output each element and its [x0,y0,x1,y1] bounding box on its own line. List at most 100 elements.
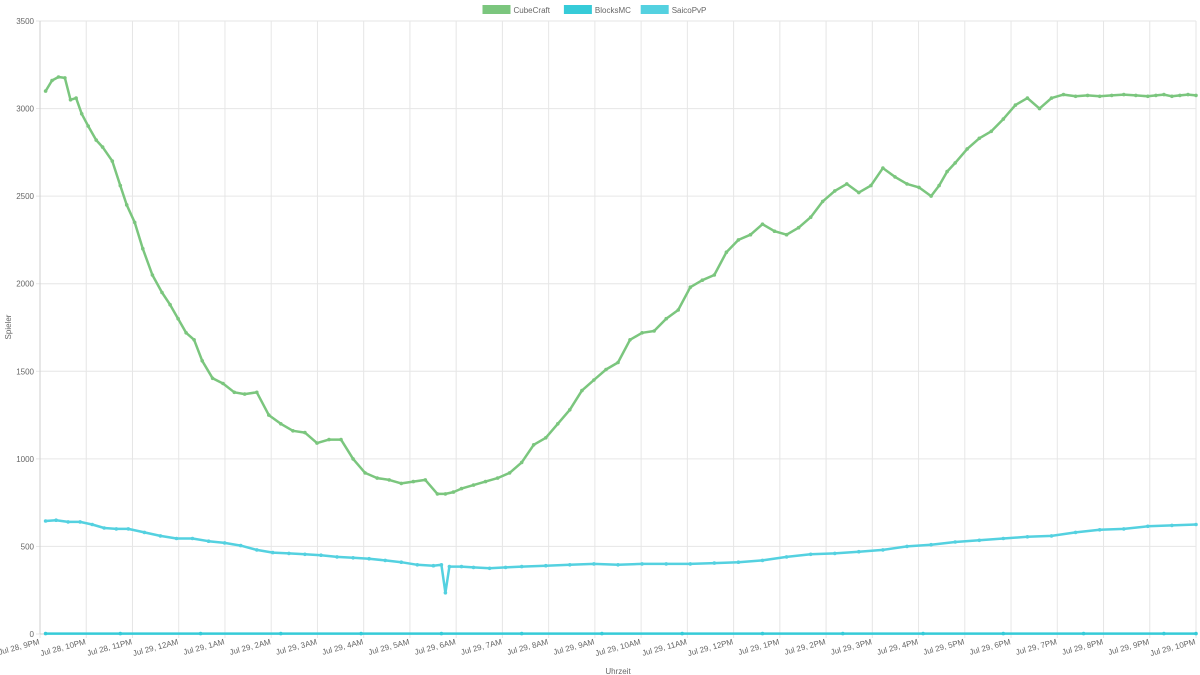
data-point-cubecraft [748,232,753,237]
data-point-saicopvp [712,561,717,565]
data-point-saicopvp [238,543,243,548]
data-point-cubecraft [1097,94,1102,99]
x-tick-label: Jul 29, 2AM [229,637,272,657]
data-point-saicopvp [471,565,476,570]
series-line-cubecraft [44,75,1197,496]
data-point-cubecraft [965,147,969,151]
data-point-saicopvp [688,562,693,566]
data-point-cubecraft [254,390,259,395]
y-tick-label: 0 [30,630,35,639]
data-point-saicopvp [439,563,444,567]
data-point-saicopvp [1001,536,1006,541]
data-point-cubecraft [232,390,237,395]
legend-item-cubecraft[interactable]: CubeCraft [482,5,551,15]
data-point-saicopvp [616,563,620,567]
data-point-saicopvp [303,552,307,557]
x-tick-label: Jul 29, 4AM [321,637,364,657]
data-point-saicopvp [367,556,371,561]
data-point-blocksmc [841,631,845,636]
data-point-saicopvp [443,591,448,595]
data-point-saicopvp [335,555,339,559]
data-point-cubecraft [1085,93,1090,98]
data-point-cubecraft [893,175,897,179]
data-point-cubecraft [1154,93,1158,98]
data-point-saicopvp [54,518,58,522]
data-point-cubecraft [953,161,957,165]
data-point-cubecraft [676,308,680,312]
data-point-saicopvp [760,558,765,563]
data-point-cubecraft [451,490,456,494]
data-point-blocksmc [600,631,604,636]
data-point-saicopvp [447,564,452,569]
x-tick-label: Jul 29, 6AM [414,637,457,657]
data-point-cubecraft [820,199,825,204]
data-point-saicopvp [977,538,982,543]
data-point-saicopvp [592,562,596,566]
data-point-cubecraft [315,441,319,445]
x-tick-label: Jul 29, 8AM [506,637,549,657]
data-point-saicopvp [174,536,179,541]
data-point-cubecraft [176,316,180,321]
data-point-cubecraft [141,246,145,251]
data-point-saicopvp [351,556,355,560]
data-point-cubecraft [652,329,656,333]
data-point-cubecraft [150,273,155,277]
data-point-cubecraft [544,436,548,440]
data-point-saicopvp [431,563,436,568]
data-point-cubecraft [833,189,837,193]
data-point-blocksmc [1001,631,1006,636]
data-point-saicopvp [568,563,572,567]
data-point-saicopvp [1146,524,1150,529]
data-point-saicopvp [857,549,861,554]
x-tick-label: Jul 29, 9AM [552,637,595,657]
data-point-cubecraft [688,285,693,290]
data-point-cubecraft [124,203,129,207]
y-tick-label: 2000 [16,280,34,289]
data-point-cubecraft [351,457,355,461]
y-tick-label: 3500 [16,17,34,26]
data-point-cubecraft [459,486,464,491]
data-point-cubecraft [279,422,283,426]
data-point-saicopvp [1049,534,1054,538]
data-point-saicopvp [1170,523,1174,528]
data-point-cubecraft [160,290,164,295]
data-point-cubecraft [443,492,448,496]
data-point-cubecraft [1178,93,1182,98]
data-point-cubecraft [929,194,933,198]
data-point-cubecraft [628,338,632,342]
data-point-cubecraft [989,129,994,134]
data-point-cubecraft [267,413,271,417]
data-point-saicopvp [1122,527,1126,531]
data-point-saicopvp [784,555,789,559]
data-point-cubecraft [435,492,440,496]
data-point-saicopvp [833,551,837,556]
data-point-cubecraft [411,479,416,484]
data-point-blocksmc [519,631,524,636]
data-point-cubecraft [200,359,204,363]
data-point-cubecraft [56,75,61,79]
legend-item-blocksmc[interactable]: BlocksMC [563,5,631,15]
data-point-saicopvp [158,534,163,538]
data-point-cubecraft [1013,103,1018,107]
data-point-cubecraft [905,182,909,186]
x-tick-label: Jul 29, 9PM [1107,637,1150,657]
data-point-cubecraft [43,89,48,93]
data-point-saicopvp [383,558,388,563]
data-point-saicopvp [1097,528,1102,532]
data-point-cubecraft [110,159,115,163]
data-point-cubecraft [63,76,67,80]
y-axis-title: Spieler [4,314,13,339]
data-point-saicopvp [503,565,508,570]
data-point-cubecraft [363,471,367,475]
x-tick-label: Jul 29, 12AM [132,637,180,658]
data-point-cubecraft [580,388,584,393]
x-tick-label: Jul 29, 10PM [1149,637,1197,658]
x-tick-label: Jul 29, 5AM [367,637,410,657]
data-point-cubecraft [640,331,644,335]
data-point-saicopvp [271,550,275,555]
legend-item-saicopvp[interactable]: SaicoPvP [640,5,707,15]
grid [39,20,1197,635]
x-tick-label: Jul 29, 3AM [275,637,318,657]
x-tick-label: Jul 28, 9PM [0,637,41,657]
data-point-blocksmc [760,631,765,636]
